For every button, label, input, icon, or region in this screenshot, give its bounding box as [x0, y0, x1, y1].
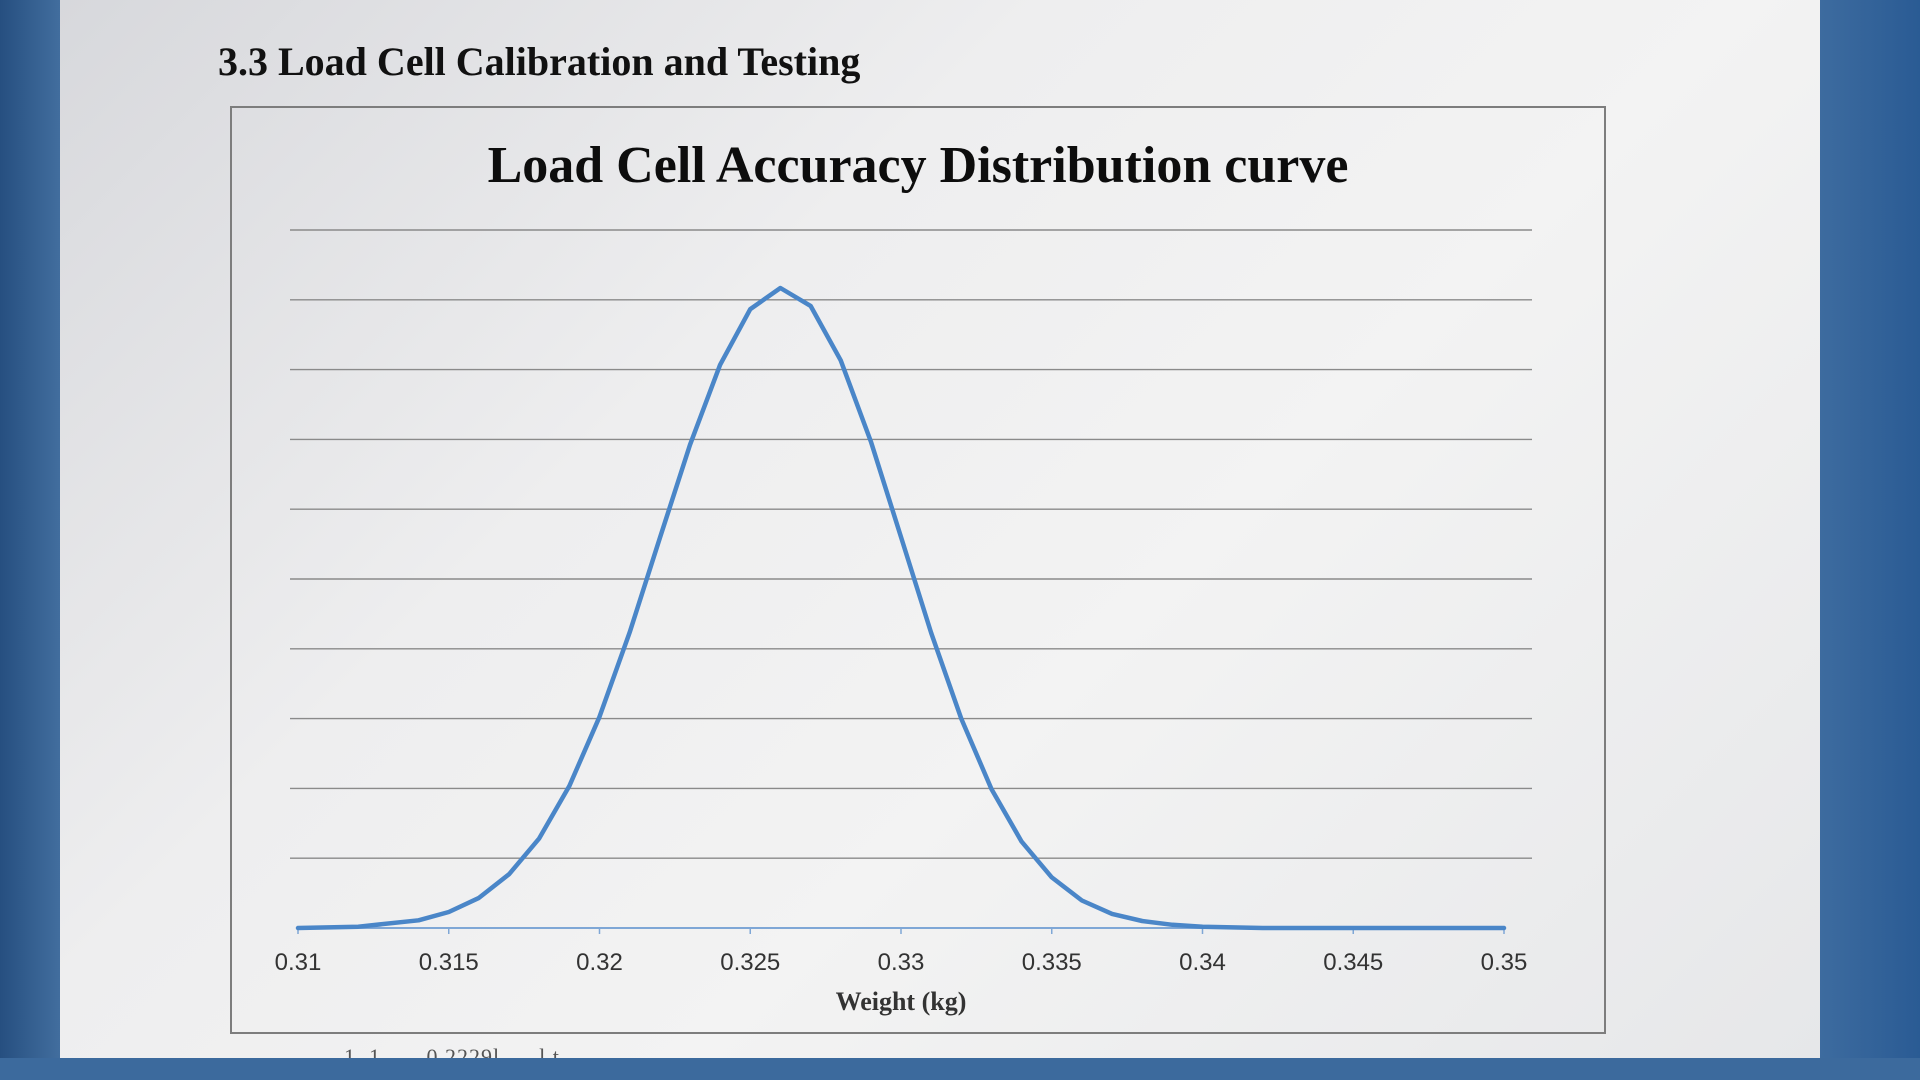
x-tick-label: 0.335: [1022, 949, 1082, 976]
x-axis-label: Weight (kg): [836, 987, 967, 1016]
section-heading: 3.3 Load Cell Calibration and Testing: [218, 39, 861, 84]
chart-title: Load Cell Accuracy Distribution curve: [487, 137, 1349, 194]
x-tick-label: 0.31: [275, 949, 322, 976]
x-tick-label: 0.345: [1323, 949, 1383, 976]
distribution-curve: [295, 285, 1507, 931]
monitor-frame-right: [1810, 0, 1920, 1080]
distribution-chart: 0.31 0.315 0.32 0.325 0.33 0.335 0.34 0.345 0.35…: [275, 229, 1532, 1016]
x-tick-label: 0.35: [1481, 949, 1528, 976]
x-tick-label: 0.325: [720, 949, 780, 976]
monitor-frame-bottom: [0, 1058, 1920, 1080]
x-tick-label: 0.315: [419, 949, 479, 976]
chart-container: Load Cell Accuracy Distribution curve 0.…: [230, 106, 1606, 1034]
x-tick-label: 0.32: [576, 949, 623, 976]
document-page: [60, 0, 1820, 1060]
x-tick-label: 0.34: [1179, 949, 1226, 976]
x-tick-label: 0.33: [878, 949, 925, 976]
